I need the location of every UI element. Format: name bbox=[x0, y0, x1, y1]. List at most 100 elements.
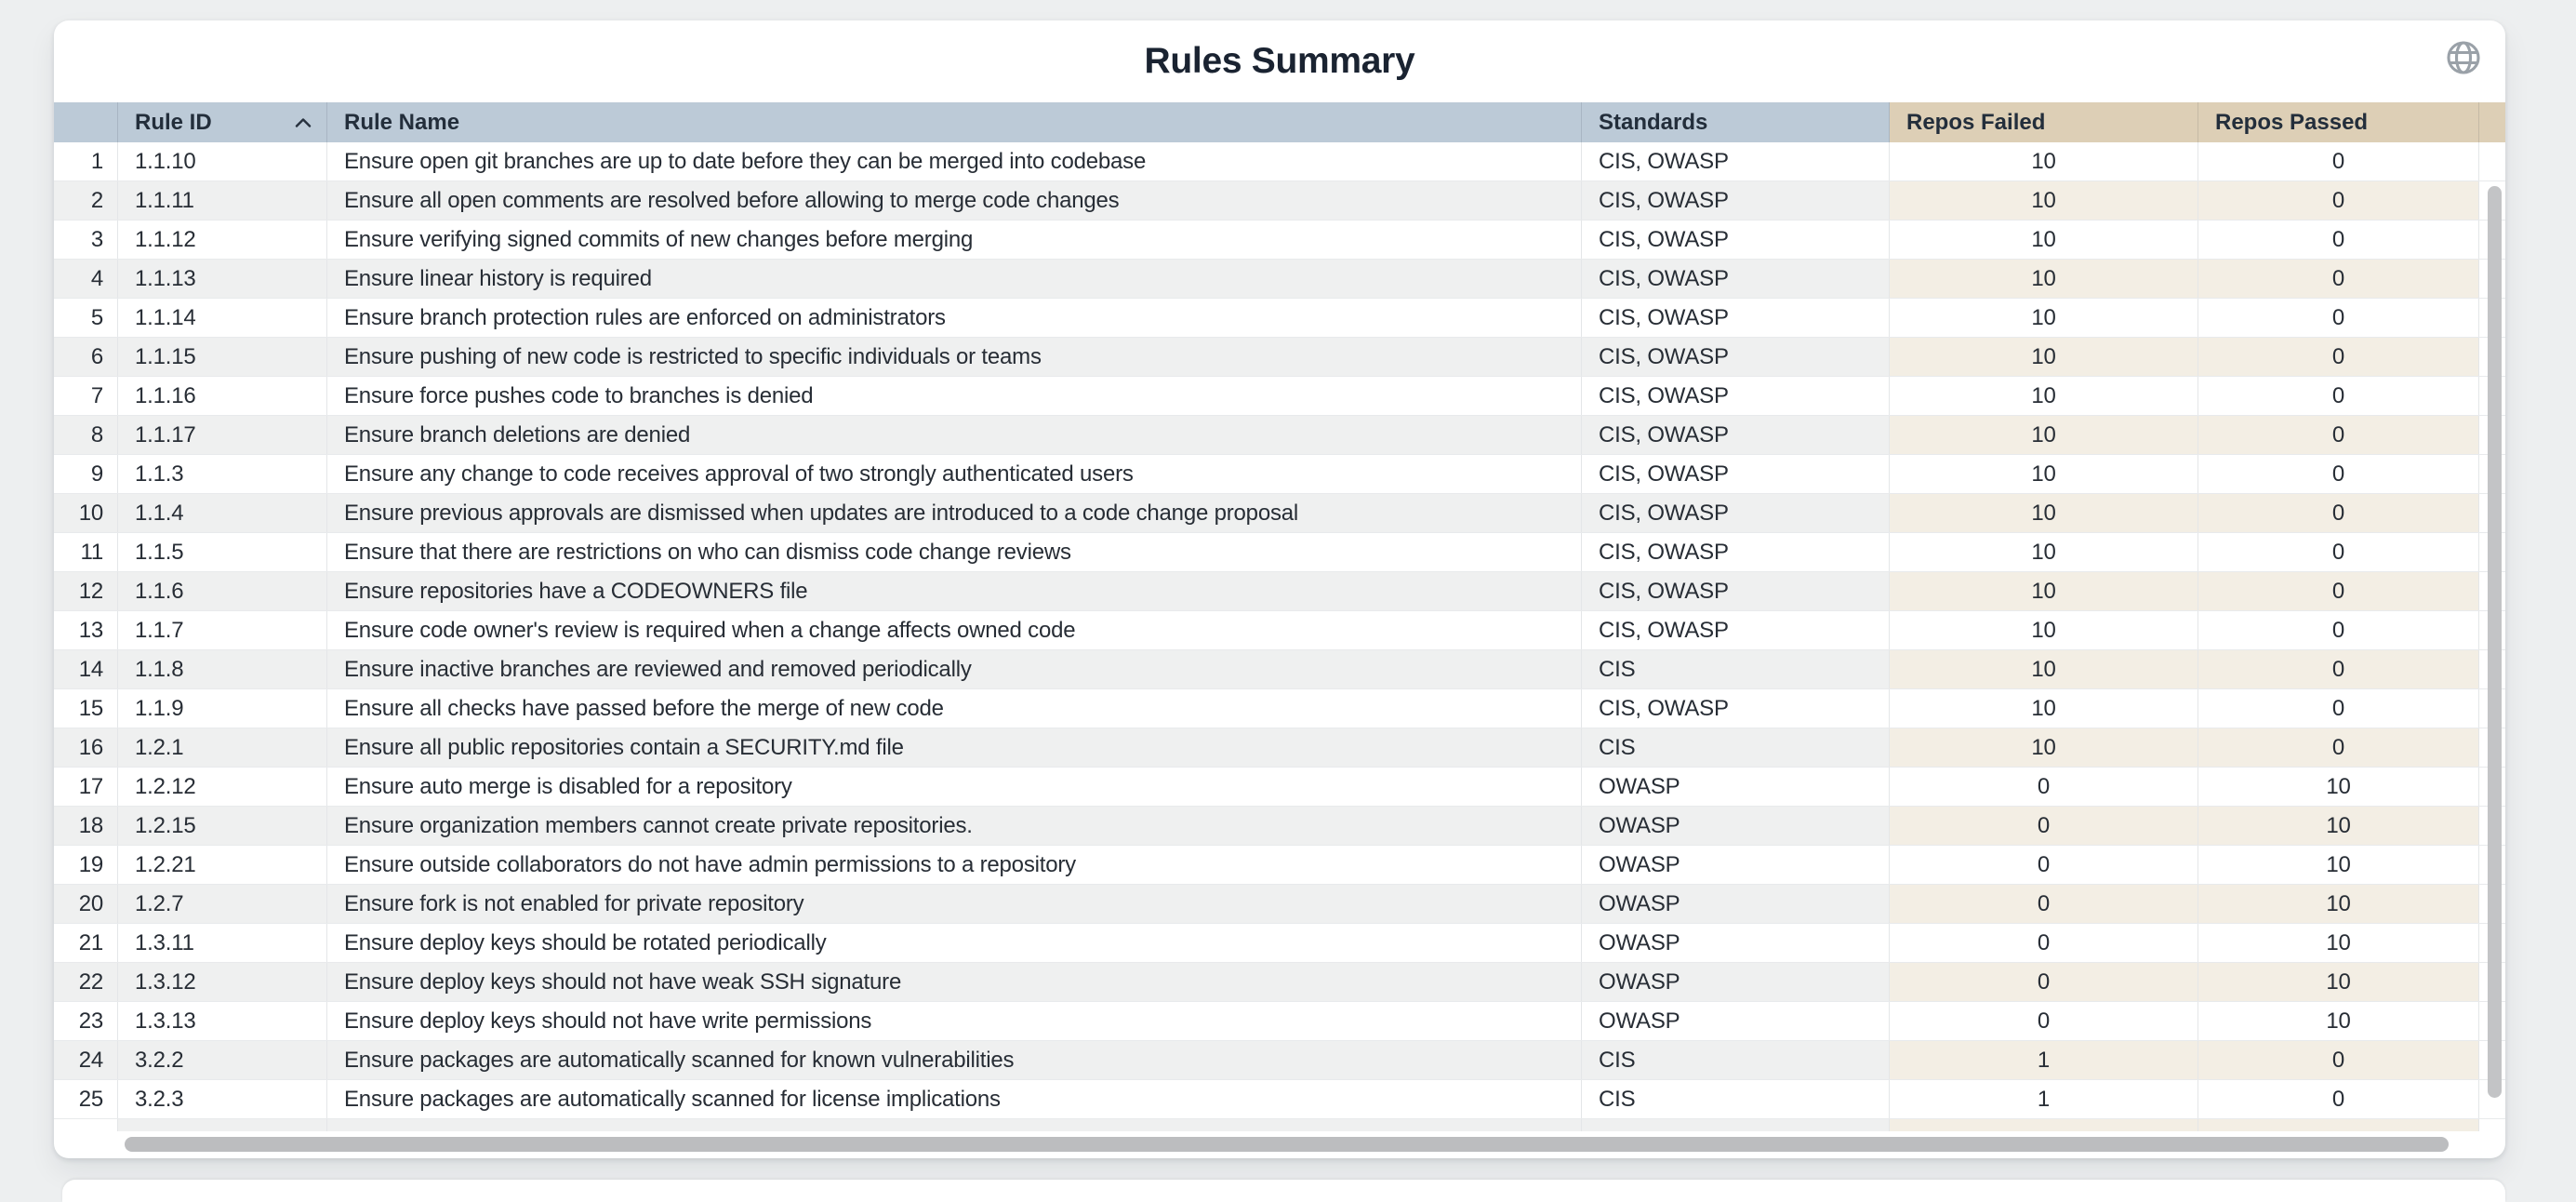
globe-icon[interactable] bbox=[2443, 37, 2484, 78]
standards-cell: CIS bbox=[1582, 650, 1890, 688]
row-index-cell bbox=[54, 1119, 118, 1131]
rule-id-cell: 3.2.3 bbox=[118, 1080, 327, 1118]
column-header-repos-failed[interactable]: Repos Failed bbox=[1890, 102, 2198, 142]
table-row: 19 1.2.21 Ensure outside collaborators d… bbox=[54, 846, 2505, 885]
repos-passed-cell: 0 bbox=[2198, 455, 2479, 493]
standards-cell: CIS, OWASP bbox=[1582, 142, 1890, 180]
table-row: 13 1.1.7 Ensure code owner's review is r… bbox=[54, 611, 2505, 650]
column-header-index[interactable] bbox=[54, 102, 118, 142]
repos-passed-cell: 0 bbox=[2198, 689, 2479, 728]
rule-id-cell: 1.1.11 bbox=[118, 181, 327, 220]
column-header-rule-id[interactable]: Rule ID bbox=[118, 102, 327, 142]
column-header-standards[interactable]: Standards bbox=[1582, 102, 1890, 142]
repos-passed-cell: 10 bbox=[2198, 885, 2479, 923]
repos-failed-cell: 10 bbox=[1890, 728, 2198, 767]
row-index-cell: 12 bbox=[54, 572, 118, 610]
table-row: 15 1.1.9 Ensure all checks have passed b… bbox=[54, 689, 2505, 728]
sort-ascending-icon bbox=[294, 117, 312, 128]
repos-failed-cell: 0 bbox=[1890, 807, 2198, 845]
standards-cell: CIS bbox=[1582, 1041, 1890, 1079]
table-row: 17 1.2.12 Ensure auto merge is disabled … bbox=[54, 768, 2505, 807]
repos-failed-cell: 10 bbox=[1890, 260, 2198, 298]
rule-id-cell: 1.1.17 bbox=[118, 416, 327, 454]
row-index-cell: 21 bbox=[54, 924, 118, 962]
rule-id-cell: 1.1.8 bbox=[118, 650, 327, 688]
row-index-cell: 13 bbox=[54, 611, 118, 649]
rule-id-cell: 1.1.16 bbox=[118, 377, 327, 415]
row-index-cell: 4 bbox=[54, 260, 118, 298]
repos-failed-cell: 10 bbox=[1890, 338, 2198, 376]
standards-cell: CIS, OWASP bbox=[1582, 377, 1890, 415]
rule-id-cell: 1.3.13 bbox=[118, 1002, 327, 1040]
table-row: 24 3.2.2 Ensure packages are automatical… bbox=[54, 1041, 2505, 1080]
table-row: 4 1.1.13 Ensure linear history is requir… bbox=[54, 260, 2505, 299]
repos-failed-cell: 10 bbox=[1890, 220, 2198, 259]
table-row-partial bbox=[54, 1119, 2505, 1131]
repos-failed-cell: 1 bbox=[1890, 1080, 2198, 1118]
standards-cell: CIS, OWASP bbox=[1582, 572, 1890, 610]
standards-cell: OWASP bbox=[1582, 963, 1890, 1001]
repos-failed-cell bbox=[1890, 1119, 2198, 1131]
table-row: 8 1.1.17 Ensure branch deletions are den… bbox=[54, 416, 2505, 455]
rule-name-cell: Ensure code owner's review is required w… bbox=[327, 611, 1582, 649]
rule-id-cell: 1.2.1 bbox=[118, 728, 327, 767]
rule-name-cell: Ensure that there are restrictions on wh… bbox=[327, 533, 1582, 571]
column-header-rule-name[interactable]: Rule Name bbox=[327, 102, 1582, 142]
row-index-cell: 19 bbox=[54, 846, 118, 884]
repos-passed-cell: 0 bbox=[2198, 260, 2479, 298]
repos-failed-cell: 1 bbox=[1890, 1041, 2198, 1079]
rule-id-cell: 3.2.2 bbox=[118, 1041, 327, 1079]
rule-name-cell: Ensure open git branches are up to date … bbox=[327, 142, 1582, 180]
repos-passed-cell: 0 bbox=[2198, 299, 2479, 337]
repos-passed-cell: 0 bbox=[2198, 611, 2479, 649]
rule-id-cell: 1.1.7 bbox=[118, 611, 327, 649]
table-row: 9 1.1.3 Ensure any change to code receiv… bbox=[54, 455, 2505, 494]
repos-failed-cell: 10 bbox=[1890, 377, 2198, 415]
table-row: 18 1.2.15 Ensure organization members ca… bbox=[54, 807, 2505, 846]
row-index-cell: 23 bbox=[54, 1002, 118, 1040]
rule-name-cell: Ensure any change to code receives appro… bbox=[327, 455, 1582, 493]
table-header-row: Rule ID Rule Name Standards Repos Failed… bbox=[54, 102, 2505, 142]
rule-name-cell: Ensure all checks have passed before the… bbox=[327, 689, 1582, 728]
card-header: Rules Summary bbox=[54, 20, 2505, 102]
row-index-cell: 7 bbox=[54, 377, 118, 415]
standards-cell: CIS, OWASP bbox=[1582, 611, 1890, 649]
standards-cell: OWASP bbox=[1582, 924, 1890, 962]
table-row: 16 1.2.1 Ensure all public repositories … bbox=[54, 728, 2505, 768]
standards-cell: OWASP bbox=[1582, 846, 1890, 884]
repos-failed-cell: 10 bbox=[1890, 611, 2198, 649]
repos-failed-cell: 0 bbox=[1890, 846, 2198, 884]
horizontal-scrollbar-thumb[interactable] bbox=[125, 1137, 2449, 1152]
column-header-label: Rule ID bbox=[135, 109, 212, 135]
row-index-cell: 8 bbox=[54, 416, 118, 454]
rule-name-cell: Ensure outside collaborators do not have… bbox=[327, 846, 1582, 884]
table-row: 11 1.1.5 Ensure that there are restricti… bbox=[54, 533, 2505, 572]
repos-passed-cell: 0 bbox=[2198, 1080, 2479, 1118]
standards-cell: CIS, OWASP bbox=[1582, 260, 1890, 298]
repos-passed-cell: 0 bbox=[2198, 416, 2479, 454]
repos-failed-cell: 0 bbox=[1890, 1002, 2198, 1040]
rule-name-cell: Ensure fork is not enabled for private r… bbox=[327, 885, 1582, 923]
rule-id-cell: 1.1.9 bbox=[118, 689, 327, 728]
row-index-cell: 18 bbox=[54, 807, 118, 845]
column-header-repos-passed[interactable]: Repos Passed bbox=[2198, 102, 2479, 142]
repos-failed-cell: 10 bbox=[1890, 650, 2198, 688]
rule-name-cell: Ensure inactive branches are reviewed an… bbox=[327, 650, 1582, 688]
rule-id-cell: 1.1.5 bbox=[118, 533, 327, 571]
row-index-cell: 17 bbox=[54, 768, 118, 806]
row-index-cell: 5 bbox=[54, 299, 118, 337]
vertical-scrollbar-thumb[interactable] bbox=[2488, 186, 2502, 1098]
table-row: 14 1.1.8 Ensure inactive branches are re… bbox=[54, 650, 2505, 689]
repos-failed-cell: 0 bbox=[1890, 924, 2198, 962]
row-index-cell: 9 bbox=[54, 455, 118, 493]
rule-name-cell: Ensure force pushes code to branches is … bbox=[327, 377, 1582, 415]
repos-passed-cell: 0 bbox=[2198, 142, 2479, 180]
rule-id-cell: 1.1.10 bbox=[118, 142, 327, 180]
table-body: 1 1.1.10 Ensure open git branches are up… bbox=[54, 142, 2505, 1119]
row-index-cell: 1 bbox=[54, 142, 118, 180]
table-row: 20 1.2.7 Ensure fork is not enabled for … bbox=[54, 885, 2505, 924]
rule-id-cell: 1.2.15 bbox=[118, 807, 327, 845]
repos-failed-cell: 10 bbox=[1890, 494, 2198, 532]
repos-passed-cell: 0 bbox=[2198, 1041, 2479, 1079]
rule-name-cell: Ensure auto merge is disabled for a repo… bbox=[327, 768, 1582, 806]
